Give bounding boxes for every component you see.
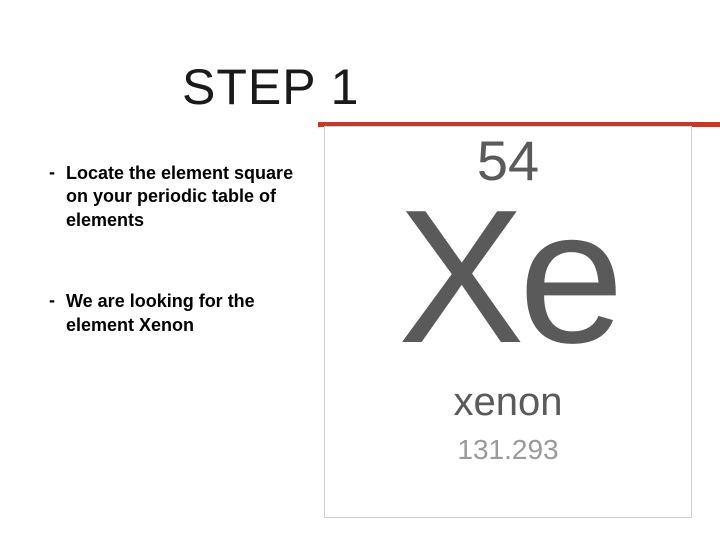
atomic-mass: 131.293 bbox=[457, 436, 558, 464]
element-symbol: Xe bbox=[398, 187, 618, 368]
bullet-text: Locate the element square on your period… bbox=[66, 162, 308, 232]
list-item: - We are looking for the element Xenon bbox=[38, 290, 308, 337]
bullet-list: - Locate the element square on your peri… bbox=[38, 162, 308, 395]
title-bar: STEP 1 bbox=[0, 58, 720, 128]
bullet-text: We are looking for the element Xenon bbox=[66, 290, 308, 337]
page-title: STEP 1 bbox=[182, 58, 359, 116]
list-item: - Locate the element square on your peri… bbox=[38, 162, 308, 232]
bullet-marker: - bbox=[38, 162, 66, 232]
bullet-marker: - bbox=[38, 290, 66, 337]
element-name: xenon bbox=[454, 382, 563, 422]
periodic-element-tile: 54 Xe xenon 131.293 bbox=[324, 126, 692, 518]
